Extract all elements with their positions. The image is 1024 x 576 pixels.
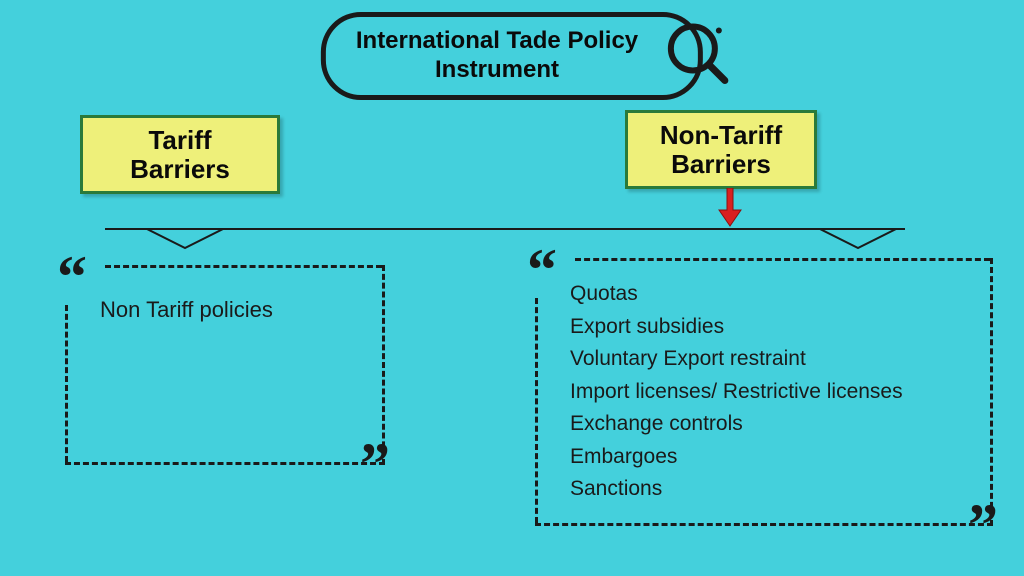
quote-open-icon: “ [57,247,87,307]
quote-close-icon: ” [360,434,390,494]
nontariff-list: Quotas Export subsidies Voluntary Export… [535,258,990,526]
tariff-barriers-box: Tariff Barriers [80,115,280,194]
nontariff-line1: Non-Tariff [648,121,794,150]
list-item: Export subsidies [570,311,970,344]
wedge-right-icon [818,228,898,255]
magnifier-icon [663,18,733,93]
red-arrow-icon [715,188,745,233]
list-item: Import licenses/ Restrictive licenses [570,376,970,409]
balance-line [105,228,905,230]
list-item: Exchange controls [570,408,970,441]
title-container: International Tade Policy Instrument [321,12,703,100]
tariff-line1: Tariff [103,126,257,155]
title-line1: International Tade Policy [356,27,638,56]
title-pill: International Tade Policy Instrument [321,12,703,100]
list-item: Quotas [570,278,970,311]
title-line2: Instrument [356,56,638,85]
quote-open-icon: “ [527,240,557,300]
nontariff-barriers-box: Non-Tariff Barriers [625,110,817,189]
tariff-content: Non Tariff policies [65,265,382,346]
quote-close-icon: ” [968,495,998,555]
wedge-left-icon [145,228,225,255]
tariff-content-box: “ Non Tariff policies ” [65,265,385,465]
nontariff-line2: Barriers [648,150,794,179]
list-item: Sanctions [570,473,970,506]
list-item: Embargoes [570,441,970,474]
tariff-line2: Barriers [103,155,257,184]
list-item: Voluntary Export restraint [570,343,970,376]
nontariff-content-box: “ Quotas Export subsidies Voluntary Expo… [535,258,993,526]
